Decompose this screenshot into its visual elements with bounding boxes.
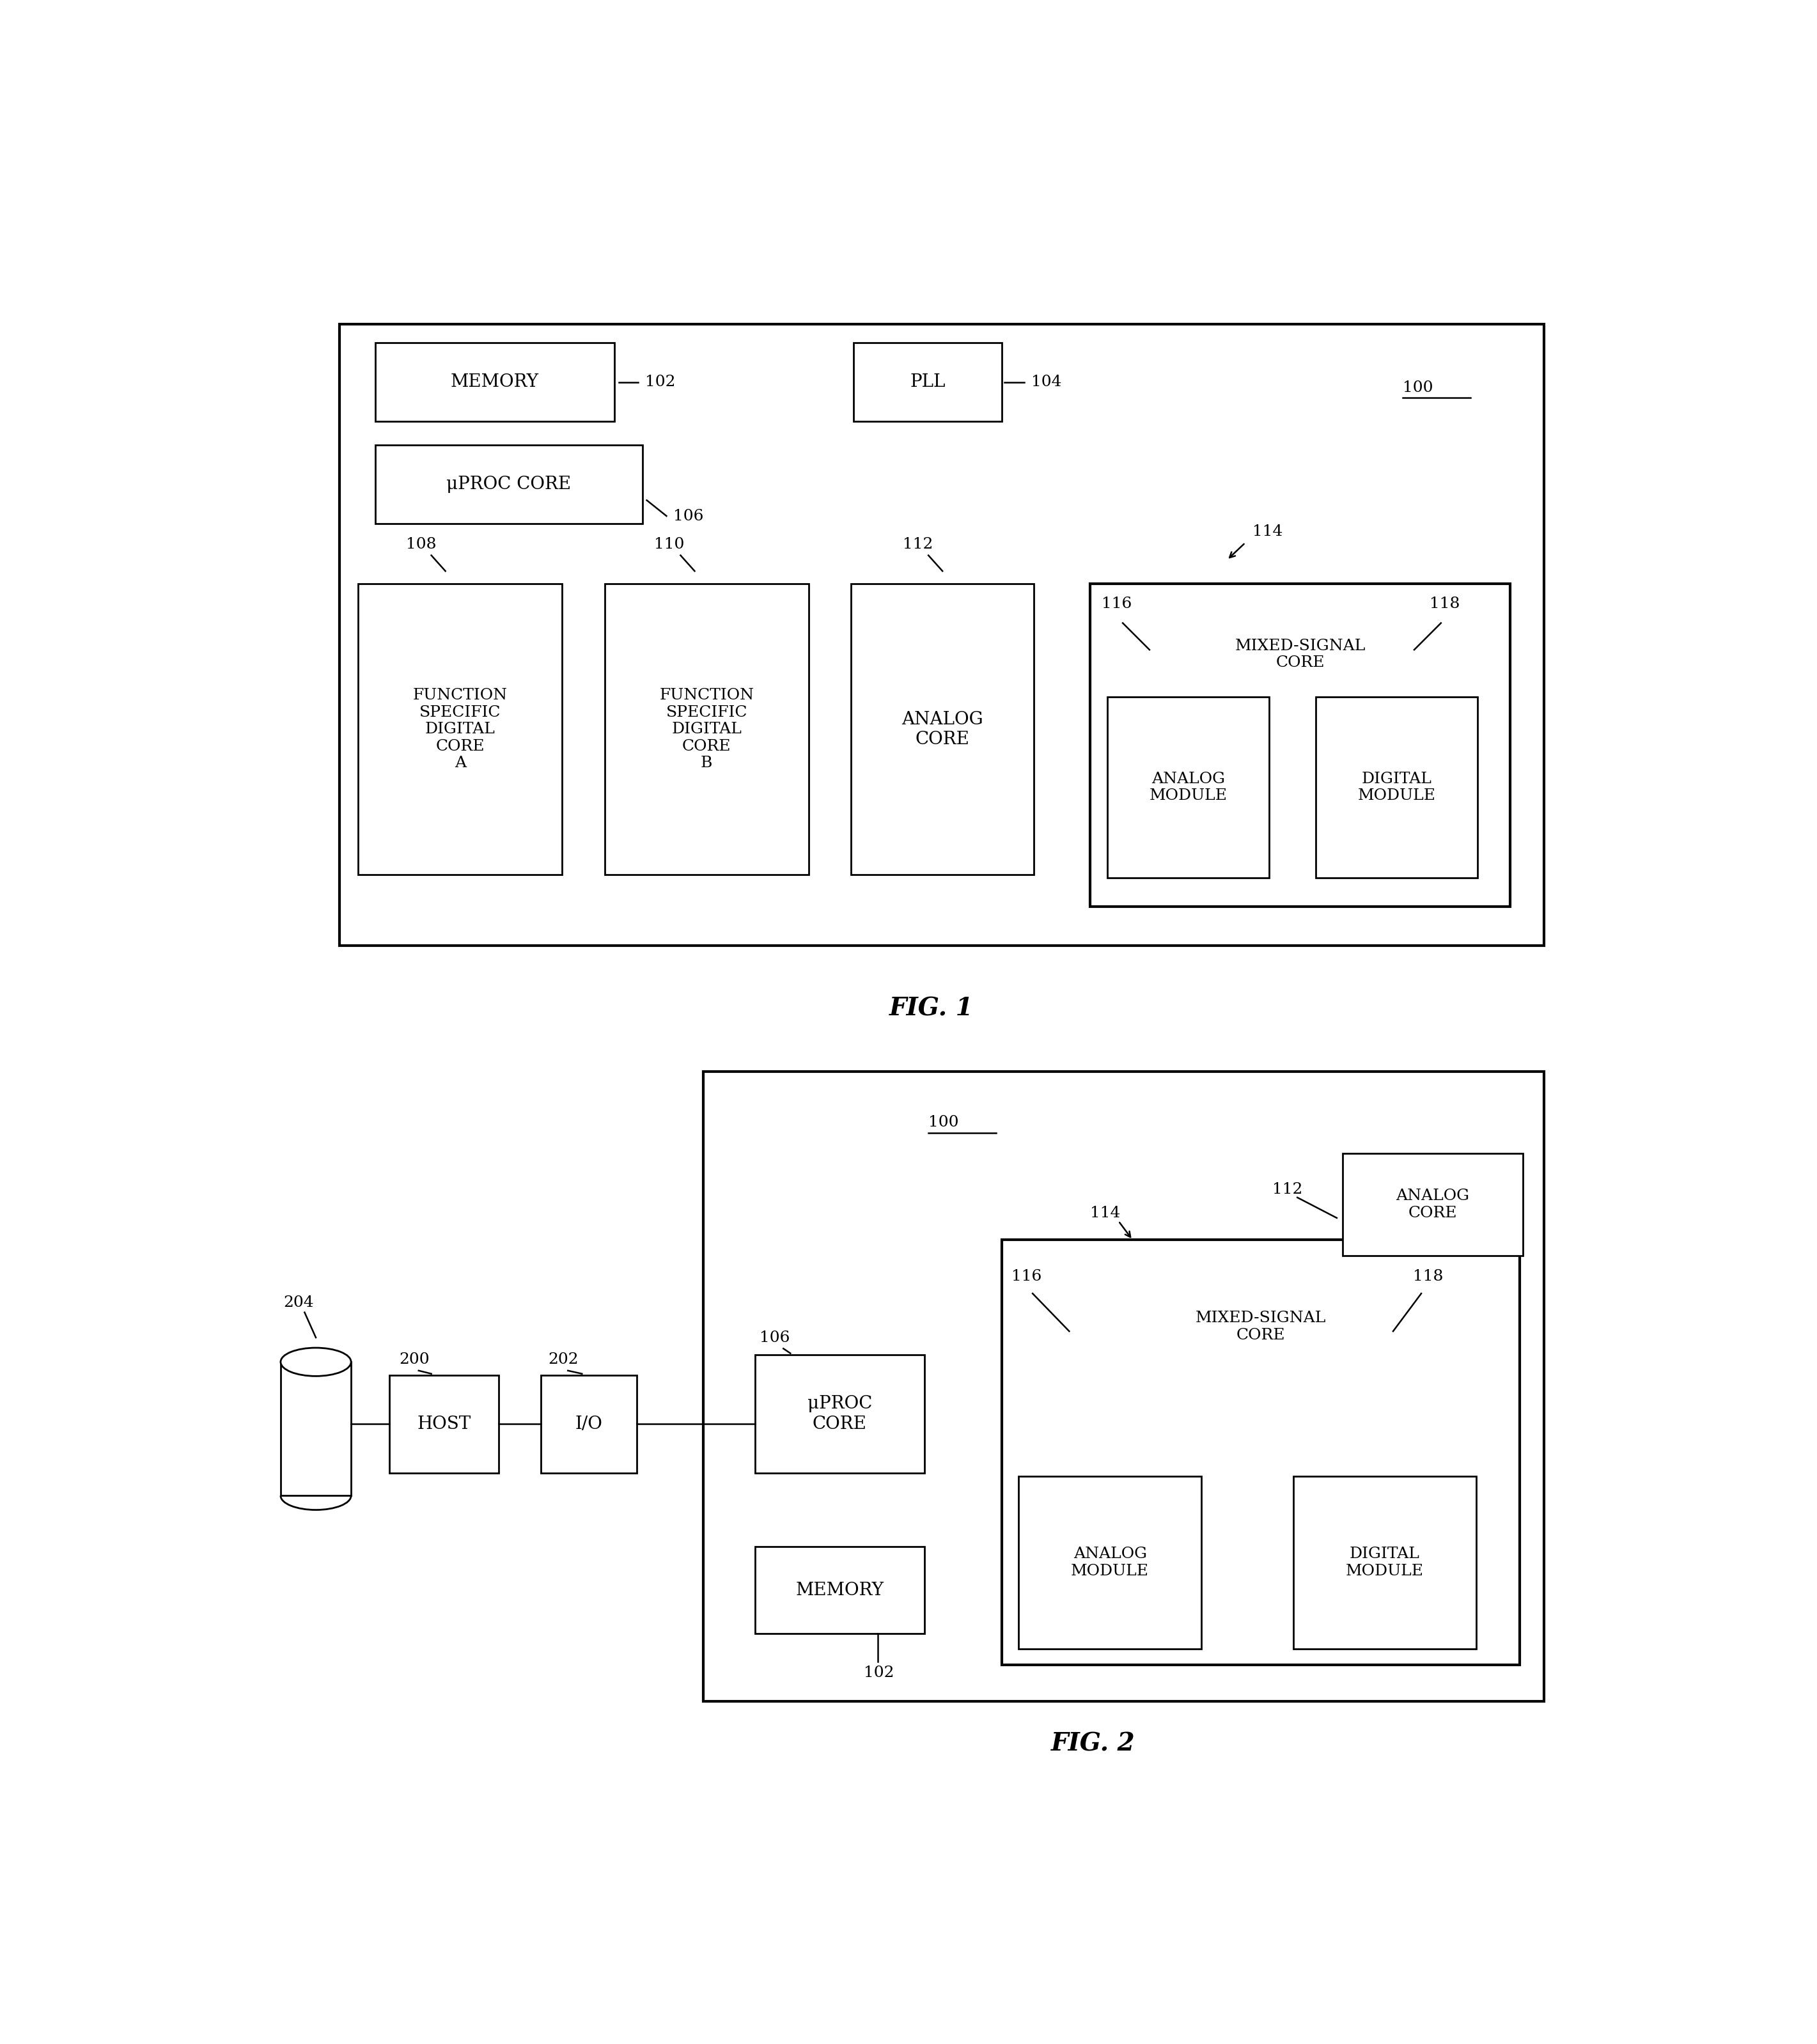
Text: 116: 116 (1101, 597, 1132, 611)
Text: 118: 118 (1414, 1269, 1443, 1284)
Text: ANALOG
CORE: ANALOG CORE (1395, 1190, 1470, 1220)
Text: I/O: I/O (576, 1416, 603, 1433)
Text: 102: 102 (645, 374, 676, 390)
Text: 114: 114 (1090, 1206, 1121, 1220)
Bar (1019, 1476, 1201, 1650)
Text: FIG. 2: FIG. 2 (1050, 1731, 1136, 1756)
Text: 116: 116 (1012, 1269, 1041, 1284)
Bar (374, 446, 643, 523)
Text: 100: 100 (1403, 380, 1434, 394)
Text: 202: 202 (549, 1353, 578, 1367)
Bar (1090, 585, 1510, 905)
Text: 104: 104 (1032, 374, 1061, 390)
Bar (1294, 1476, 1475, 1650)
Bar (374, 343, 614, 421)
Bar (756, 1547, 925, 1633)
Bar (541, 1376, 638, 1474)
Text: μPROC CORE: μPROC CORE (447, 476, 571, 493)
Text: PLL: PLL (910, 374, 945, 390)
Text: MEMORY: MEMORY (451, 374, 540, 390)
Bar (854, 343, 1001, 421)
Text: 118: 118 (1430, 597, 1461, 611)
Text: MIXED-SIGNAL
CORE: MIXED-SIGNAL CORE (1196, 1310, 1326, 1343)
Text: FIG. 1: FIG. 1 (889, 997, 974, 1020)
Text: FUNCTION
SPECIFIC
DIGITAL
CORE
A: FUNCTION SPECIFIC DIGITAL CORE A (412, 689, 507, 771)
Text: ANALOG
MODULE: ANALOG MODULE (1148, 773, 1226, 803)
Text: HOST: HOST (418, 1416, 471, 1433)
Text: DIGITAL
MODULE: DIGITAL MODULE (1357, 773, 1435, 803)
Bar (703, 1071, 1544, 1701)
Bar (340, 323, 1544, 946)
Text: 112: 112 (1272, 1181, 1303, 1198)
Text: 102: 102 (863, 1666, 894, 1680)
Bar (280, 1361, 351, 1496)
Text: 204: 204 (283, 1296, 314, 1310)
Text: MIXED-SIGNAL
CORE: MIXED-SIGNAL CORE (1236, 638, 1366, 670)
Text: 114: 114 (1252, 525, 1283, 540)
Text: DIGITAL
MODULE: DIGITAL MODULE (1346, 1547, 1425, 1578)
Text: 106: 106 (674, 509, 703, 523)
Bar (1316, 697, 1477, 879)
Text: 200: 200 (400, 1353, 429, 1367)
Text: 106: 106 (760, 1331, 790, 1345)
Ellipse shape (280, 1347, 351, 1376)
Text: 112: 112 (903, 538, 934, 552)
Bar (1107, 697, 1268, 879)
Text: ANALOG
CORE: ANALOG CORE (901, 711, 983, 748)
Bar (358, 585, 561, 875)
Text: MEMORY: MEMORY (796, 1582, 883, 1598)
Text: FUNCTION
SPECIFIC
DIGITAL
CORE
B: FUNCTION SPECIFIC DIGITAL CORE B (660, 689, 754, 771)
Text: 100: 100 (928, 1116, 959, 1130)
Text: 108: 108 (405, 538, 436, 552)
Text: ANALOG
MODULE: ANALOG MODULE (1070, 1547, 1148, 1578)
Text: μPROC
CORE: μPROC CORE (807, 1396, 872, 1433)
Bar (1001, 1241, 1519, 1666)
Bar (389, 1376, 500, 1474)
Bar (850, 585, 1034, 875)
Bar (605, 585, 809, 875)
Text: 110: 110 (654, 538, 683, 552)
Bar (756, 1355, 925, 1474)
Bar (1343, 1153, 1523, 1255)
